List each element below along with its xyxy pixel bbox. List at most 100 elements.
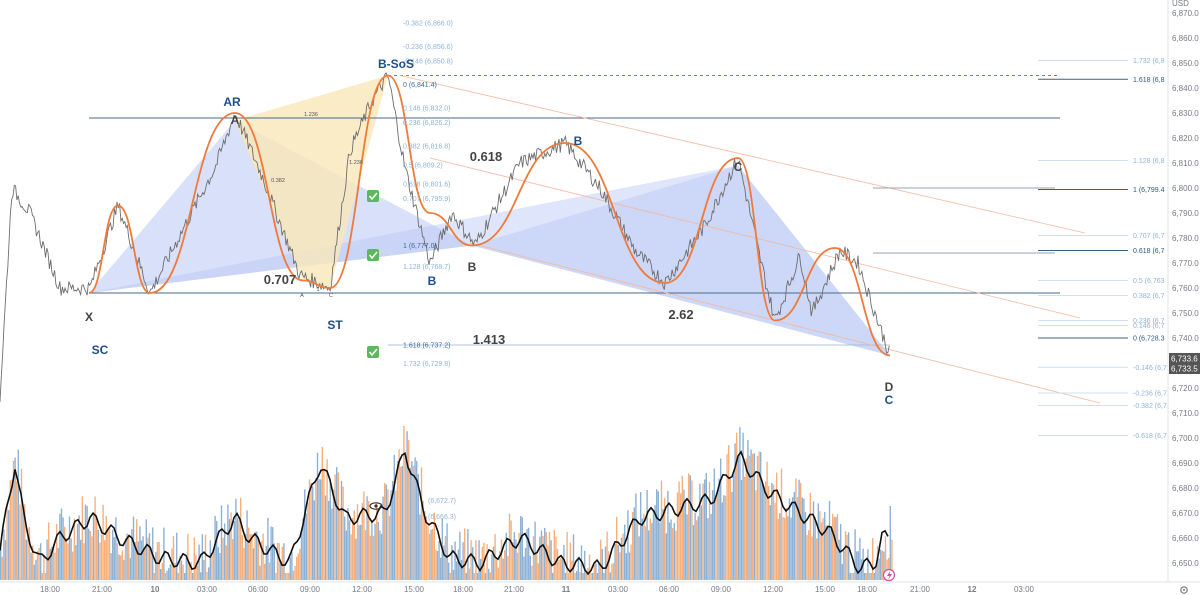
volume-bar — [48, 522, 50, 580]
x-tick-label: 18:00 — [453, 585, 474, 594]
volume-bar — [566, 532, 568, 580]
volume-bar — [651, 522, 653, 580]
volume-bar — [558, 559, 560, 580]
volume-bar — [582, 573, 584, 580]
volume-bar — [524, 547, 527, 580]
y-tick-label: 6,780.0 — [1172, 234, 1199, 243]
fib-right-label: 0.5 (6,763 — [1133, 278, 1165, 285]
pattern-small-label: 0.382 — [271, 178, 285, 184]
volume-bar — [737, 456, 739, 580]
volume-bar — [280, 562, 282, 580]
fib-right-label: -0.382 (6,7 — [1133, 403, 1167, 410]
volume-bar — [556, 548, 559, 580]
volume-bar — [1, 556, 3, 580]
volume-bar — [475, 540, 477, 580]
y-tick-label: 6,820.0 — [1172, 134, 1199, 143]
volume-bar — [158, 541, 160, 580]
volume-bar — [192, 573, 194, 580]
volume-bar — [388, 515, 391, 580]
volume-bar — [323, 470, 325, 580]
volume-bar — [804, 512, 807, 580]
fib-right-label: 0.382 (6,7 — [1133, 293, 1165, 300]
channel-middle — [429, 157, 1081, 319]
x-tick-label: 03:00 — [197, 585, 218, 594]
volume-bar — [884, 536, 887, 580]
x-tick-label: 12:00 — [352, 585, 373, 594]
volume-bar — [30, 552, 32, 580]
volume-bar — [6, 502, 8, 580]
volume-bar — [497, 567, 499, 580]
pattern-small-label: 1.236 — [349, 160, 363, 166]
volume-bar — [153, 573, 155, 580]
checkmark-icon — [367, 190, 379, 202]
volume-bar — [772, 484, 775, 580]
volume-bar — [680, 493, 682, 580]
volume-bar — [105, 516, 107, 580]
volume-bar — [673, 523, 675, 580]
volume-bar — [89, 530, 91, 580]
volume-bar — [262, 533, 264, 580]
volume-bar — [880, 549, 882, 580]
volume-bar — [332, 489, 335, 580]
volume-bar — [28, 526, 31, 580]
volume-bar — [312, 486, 314, 580]
volume-bar — [603, 573, 605, 580]
volume-bar — [43, 556, 45, 580]
lightning-icon-bolt — [887, 571, 892, 580]
volume-bar — [94, 496, 96, 580]
volume-bar — [412, 465, 415, 580]
volume-bar — [142, 536, 144, 580]
volume-bar — [185, 558, 187, 580]
volume-bar — [102, 504, 104, 580]
fib-level-label: 1.618 (6,737.2) — [403, 343, 450, 350]
volume-bar — [684, 499, 687, 580]
volume-bar — [800, 482, 802, 580]
volume-bar — [54, 552, 56, 580]
volume-bar — [644, 526, 647, 580]
volume-bar — [75, 544, 77, 580]
volume-bar — [219, 553, 221, 580]
volume-bar — [542, 535, 544, 580]
volume-bar — [198, 544, 200, 580]
volume-bar — [444, 535, 447, 580]
volume-bar — [499, 551, 501, 580]
volume-bar — [867, 549, 869, 580]
volume-bar — [176, 532, 178, 580]
volume-bar — [697, 516, 699, 580]
volume-bar — [708, 481, 711, 580]
volume-bar — [131, 529, 133, 580]
volume-bar — [214, 515, 216, 580]
volume-bar — [56, 524, 58, 580]
volume-bar — [779, 513, 781, 580]
volume-bar — [379, 530, 381, 580]
annotations: -0.382 (6,866.0) -0.236 (6,856.6) -0.146 (… — [85, 21, 1167, 582]
volume-bar — [670, 519, 672, 580]
volume-bar — [70, 538, 72, 580]
volume-bar — [264, 563, 266, 580]
volume-bar — [196, 565, 199, 580]
volume-average-line — [0, 450, 889, 576]
volume-bar — [384, 482, 386, 580]
volume-bar — [609, 572, 611, 580]
volume-bar — [355, 538, 357, 580]
fib-level-label: 0.236 (6,826.2) — [403, 120, 450, 127]
volume-bar — [73, 518, 75, 580]
volume-bar — [356, 504, 359, 580]
volume-bar — [844, 531, 847, 580]
volume-bar — [361, 503, 363, 580]
volume-bar — [0, 545, 2, 580]
volume-bar — [705, 473, 707, 580]
volume-bar — [132, 516, 135, 580]
volume-bar — [604, 546, 607, 580]
volume-bar — [387, 489, 389, 580]
volume-bar — [252, 548, 255, 580]
price-tag-bg — [1169, 363, 1200, 374]
y-tick-label: 6,870.0 — [1172, 9, 1199, 18]
volume-bar — [433, 512, 435, 580]
volume-bar — [526, 528, 528, 580]
volume-bar — [200, 572, 202, 580]
price-line — [0, 72, 890, 402]
volume-bar — [692, 525, 695, 580]
volume-bar — [342, 486, 344, 580]
